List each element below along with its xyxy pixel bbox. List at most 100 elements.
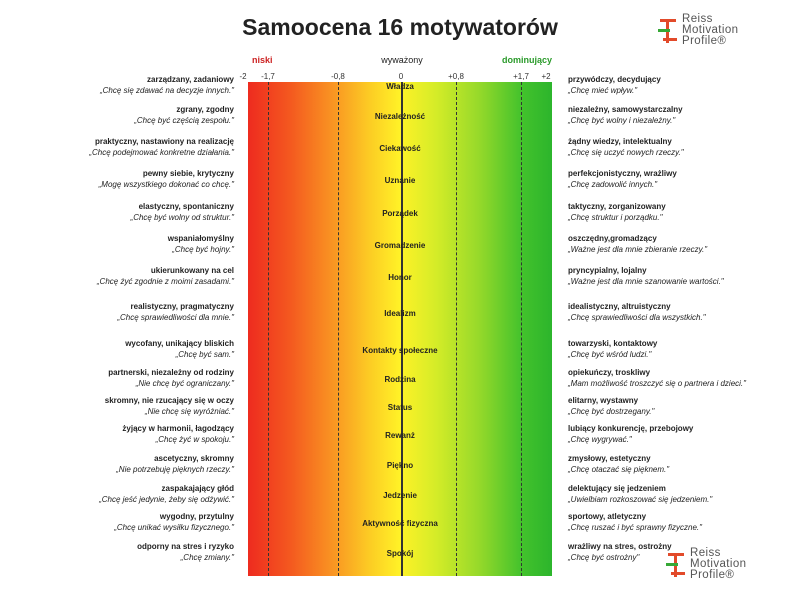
tick-label: +1,7 [513, 72, 529, 81]
left-descriptor: zaspakajający głód „Chcę jeść jedynie, że… [40, 483, 234, 505]
motivator-label: Idealizm [384, 309, 416, 318]
right-title: opiekuńczy, troskliwy [568, 368, 651, 377]
left-descriptor: realistyczny, pragmatyczny „Chcę sprawied… [40, 301, 234, 323]
motivator-label: Honor [388, 273, 412, 282]
left-quote: „Chcę podejmować konkretne działania." [89, 148, 234, 157]
left-quote: „Chcę żyć zgodnie z moimi zasadami." [96, 277, 234, 286]
logo-top: Reiss Motivation Profile® [658, 13, 778, 54]
right-descriptor: sportowy, atletyczny „Chcę ruszać i być s… [568, 511, 788, 533]
tick-label: -1,7 [261, 72, 275, 81]
left-title: wspaniałomyślny [167, 234, 234, 243]
left-quote: „Nie potrzebuję pięknych rzeczy." [116, 465, 234, 474]
right-descriptor: taktyczny, zorganizowany „Chcę struktur i… [568, 201, 788, 223]
left-title: praktyczny, nastawiony na realizację [94, 137, 234, 146]
right-quote: „Chcę sprawiedliwości dla wszystkich." [568, 313, 706, 322]
right-title: lubiący konkurencję, przebojowy [568, 424, 694, 433]
left-quote: „Chcę być wolny od struktur." [130, 213, 234, 222]
right-title: zmysłowy, estetyczny [568, 454, 651, 463]
left-title: zgrany, zgodny [176, 105, 234, 114]
left-descriptor: zgrany, zgodny „Chcę być częścią zespołu.… [40, 104, 234, 126]
left-descriptor: wycofany, unikający bliskich „Chcę być sa… [40, 338, 234, 360]
left-title: odporny na stres i ryzyko [137, 542, 234, 551]
right-descriptor: lubiący konkurencję, przebojowy „Chcę wyg… [568, 423, 788, 445]
center-line [401, 82, 403, 576]
motivator-label: Uznanie [384, 176, 416, 185]
left-descriptor: pewny siebie, krytyczny „Mogę wszystkiego… [40, 168, 234, 190]
motivator-label: Piękno [386, 461, 414, 470]
gradient-scale [248, 82, 552, 576]
right-title: niezależny, samowystarczalny [568, 105, 683, 114]
dashed-line [456, 82, 457, 576]
tick-label: -0,8 [331, 72, 345, 81]
tick-label: +2 [541, 72, 551, 81]
left-title: realistyczny, pragmatyczny [130, 302, 234, 311]
right-descriptor: towarzyski, kontaktowy „Chcę być wśród lu… [568, 338, 788, 360]
right-descriptor: przywódczy, decydujący „Chcę mieć wpływ." [568, 74, 788, 96]
right-quote: „Uwielbiam rozkoszować się jedzeniem." [568, 495, 713, 504]
right-title: perfekcjonistyczny, wrażliwy [568, 169, 677, 178]
left-title: żyjący w harmonii, łagodzący [122, 424, 234, 433]
right-descriptor: niezależny, samowystarczalny „Chcę być wo… [568, 104, 788, 126]
tick-label: +0,8 [448, 72, 464, 81]
left-title: wygodny, przytulny [159, 512, 234, 521]
left-descriptor: żyjący w harmonii, łagodzący „Chcę żyć w … [40, 423, 234, 445]
right-descriptor: pryncypialny, lojalny „Ważne jest dla mni… [568, 265, 788, 287]
left-quote: „Chcę unikać wysiłku fizycznego." [114, 523, 234, 532]
left-quote: „Chcę jeść jedynie, żeby się odżywić." [99, 495, 234, 504]
left-descriptor: praktyczny, nastawiony na realizację „Chc… [40, 136, 234, 158]
left-descriptor: elastyczny, spontaniczny „Chcę być wolny … [40, 201, 234, 223]
right-descriptor: oszczędny,gromadzący „Ważne jest dla mnie… [568, 233, 788, 255]
motivator-label: Status [387, 403, 413, 412]
right-title: taktyczny, zorganizowany [568, 202, 666, 211]
motivator-label: Jedzenie [383, 491, 417, 500]
left-descriptor: ukierunkowany na cel „Chcę żyć zgodnie z … [40, 265, 234, 287]
right-title: towarzyski, kontaktowy [568, 339, 658, 348]
motivator-label: Władza [386, 82, 414, 91]
motivator-label: Rodzina [384, 375, 416, 384]
left-title: pewny siebie, krytyczny [142, 169, 234, 178]
left-descriptor: wspaniałomyślny „Chcę być hojny." [40, 233, 234, 255]
motivator-label: Aktywność fizyczna [362, 519, 438, 528]
logo-text: Reiss Motivation Profile® [690, 547, 747, 581]
right-title: idealistyczny, altruistyczny [568, 302, 671, 311]
right-quote: „Chcę być wolny i niezależny." [568, 116, 676, 125]
motivator-label: Ciekawość [379, 144, 421, 153]
right-descriptor: idealistyczny, altruistyczny „Chcę sprawi… [568, 301, 788, 323]
left-descriptor: ascetyczny, skromny „Nie potrzebuję piękn… [40, 453, 234, 475]
dashed-line [338, 82, 339, 576]
left-quote: „Chcę zmiany." [180, 553, 234, 562]
right-title: sportowy, atletyczny [568, 512, 647, 521]
right-quote: „Chcę wygrywać." [568, 435, 632, 444]
right-quote: „Ważne jest dla mnie szanowanie wartości… [568, 277, 724, 286]
left-title: ukierunkowany na cel [150, 266, 234, 275]
motivator-label: Spokój [386, 549, 414, 558]
right-descriptor: zmysłowy, estetyczny „Chcę otaczać się pi… [568, 453, 788, 475]
left-quote: „Mogę wszystkiego dokonać co chcę." [98, 180, 234, 189]
right-title: żądny wiedzy, intelektualny [568, 137, 672, 146]
left-title: ascetyczny, skromny [154, 454, 234, 463]
right-quote: „Ważne jest dla mnie zbieranie rzeczy." [568, 245, 708, 254]
left-quote: „Chcę być sam." [175, 350, 234, 359]
dashed-line [268, 82, 269, 576]
right-quote: „Chcę zadowolić innych." [568, 180, 658, 189]
left-descriptor: partnerski, niezależny od rodziny „Nie ch… [40, 367, 234, 389]
dashed-line [521, 82, 522, 576]
right-quote: „Chcę ruszać i być sprawny fizyczne." [568, 523, 702, 532]
right-descriptor: opiekuńczy, troskliwy „Mam możliwość tros… [568, 367, 788, 389]
left-quote: „Nie chcę być ograniczany." [135, 379, 234, 388]
right-title: elitarny, wystawny [568, 396, 639, 405]
left-quote: „Chcę się zdawać na decyzje innych." [99, 86, 234, 95]
tick-label: -2 [239, 72, 247, 81]
left-quote: „Chcę być częścią zespołu." [134, 116, 234, 125]
motivator-label: Niezależność [374, 112, 426, 121]
left-descriptor: odporny na stres i ryzyko „Chcę zmiany." [40, 541, 234, 563]
left-title: zarządzany, zadaniowy [147, 75, 234, 84]
right-title: delektujący się jedzeniem [568, 484, 666, 493]
logo-text: Reiss Motivation Profile® [682, 13, 739, 47]
right-descriptor: wrażliwy na stres, ostrożny „Chcę być ost… [568, 541, 788, 563]
motivator-label: Kontakty społeczne [362, 346, 438, 355]
motivator-label: Gromadzenie [374, 241, 426, 250]
left-descriptor: skromny, nie rzucający się w oczy „Nie ch… [40, 395, 234, 417]
motivator-label: Rewanż [385, 431, 415, 440]
left-title: zaspakajający głód [161, 484, 234, 493]
